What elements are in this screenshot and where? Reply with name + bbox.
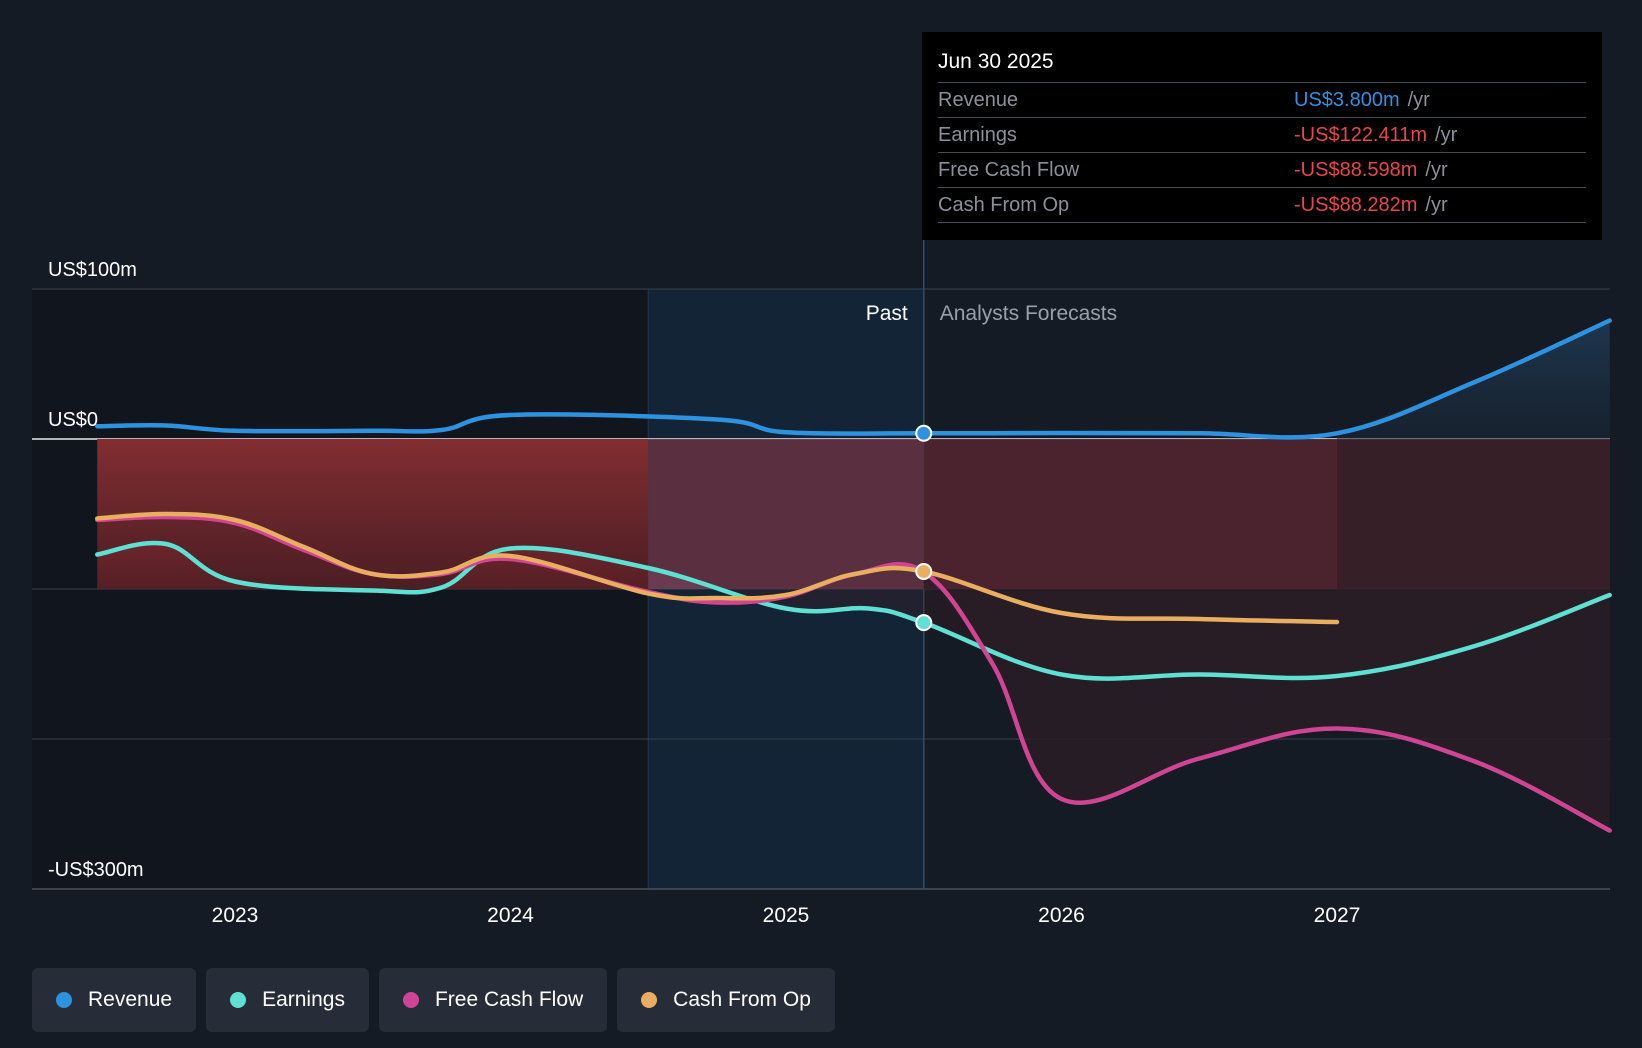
tooltip-unit: /yr [1425, 159, 1448, 181]
y-axis-label: -US$300m [48, 859, 144, 881]
legend-item-free-cash-flow[interactable]: Free Cash Flow [378, 968, 608, 1032]
past-label: Past [866, 302, 908, 325]
x-tick-label: 2023 [212, 904, 259, 927]
fcf-forecast-area [923, 571, 1610, 831]
x-tick-label: 2027 [1314, 904, 1361, 927]
legend-item-earnings[interactable]: Earnings [206, 968, 369, 1032]
tooltip-value: -US$122.411m [1294, 124, 1428, 146]
marker-revenue [915, 424, 933, 442]
tooltip-label: Free Cash Flow [938, 159, 1080, 181]
tooltip-row-cash-from-op: Cash From Op -US$88.282m /yr [938, 188, 1586, 223]
tooltip-label: Revenue [938, 89, 1019, 111]
tooltip-unit: /yr [1435, 124, 1458, 146]
legend-dot-icon [230, 992, 247, 1008]
revenue-forecast-area [1337, 320, 1610, 439]
tooltip-row-free-cash-flow: Free Cash Flow -US$88.598m /yr [938, 153, 1586, 188]
forecast-negative-fill-late [1337, 439, 1610, 589]
x-tick-label: 2026 [1038, 904, 1085, 927]
legend-label: Free Cash Flow [434, 988, 584, 1011]
forecast-negative-fill [923, 439, 1337, 589]
tooltip-value: -US$88.598m [1294, 159, 1418, 181]
tooltip-label: Cash From Op [938, 194, 1070, 216]
forecast-label: Analysts Forecasts [940, 302, 1117, 325]
tooltip: Jun 30 2025 Revenue US$3.800m /yr Earnin… [922, 32, 1602, 240]
marker-earnings [915, 614, 933, 632]
legend-label: Earnings [262, 988, 345, 1011]
marker-cash-from-op [915, 562, 933, 580]
legend-item-revenue[interactable]: Revenue [32, 968, 197, 1032]
series-line-cash-from-op [95, 511, 1340, 625]
legend: Revenue Earnings Free Cash Flow Cash Fro… [32, 968, 835, 1032]
legend-label: Cash From Op [673, 988, 811, 1011]
legend-item-cash-from-op[interactable]: Cash From Op [617, 968, 835, 1032]
legend-label: Revenue [88, 988, 173, 1011]
series-line-revenue [95, 318, 1612, 440]
tooltip-row-revenue: Revenue US$3.800m /yr [938, 83, 1586, 118]
x-tick-label: 2025 [763, 904, 810, 927]
earnings-negative-fill-highlight [648, 439, 924, 589]
tooltip-row-earnings: Earnings -US$122.411m /yr [938, 118, 1586, 153]
tooltip-unit: /yr [1407, 89, 1430, 111]
series-line-earnings [95, 540, 1612, 681]
tooltip-date: Jun 30 2025 [938, 46, 1586, 83]
legend-dot-icon [56, 992, 72, 1008]
tooltip-unit: /yr [1425, 194, 1448, 216]
y-axis-label: US$0 [48, 409, 98, 431]
x-tick-label: 2024 [487, 904, 534, 927]
legend-dot-icon [641, 992, 658, 1008]
legend-dot-icon [402, 992, 419, 1008]
tooltip-label: Earnings [938, 124, 1017, 146]
tooltip-value: -US$88.282m [1294, 194, 1418, 216]
y-axis-label: US$100m [48, 259, 137, 281]
tooltip-value: US$3.800m [1294, 89, 1400, 111]
